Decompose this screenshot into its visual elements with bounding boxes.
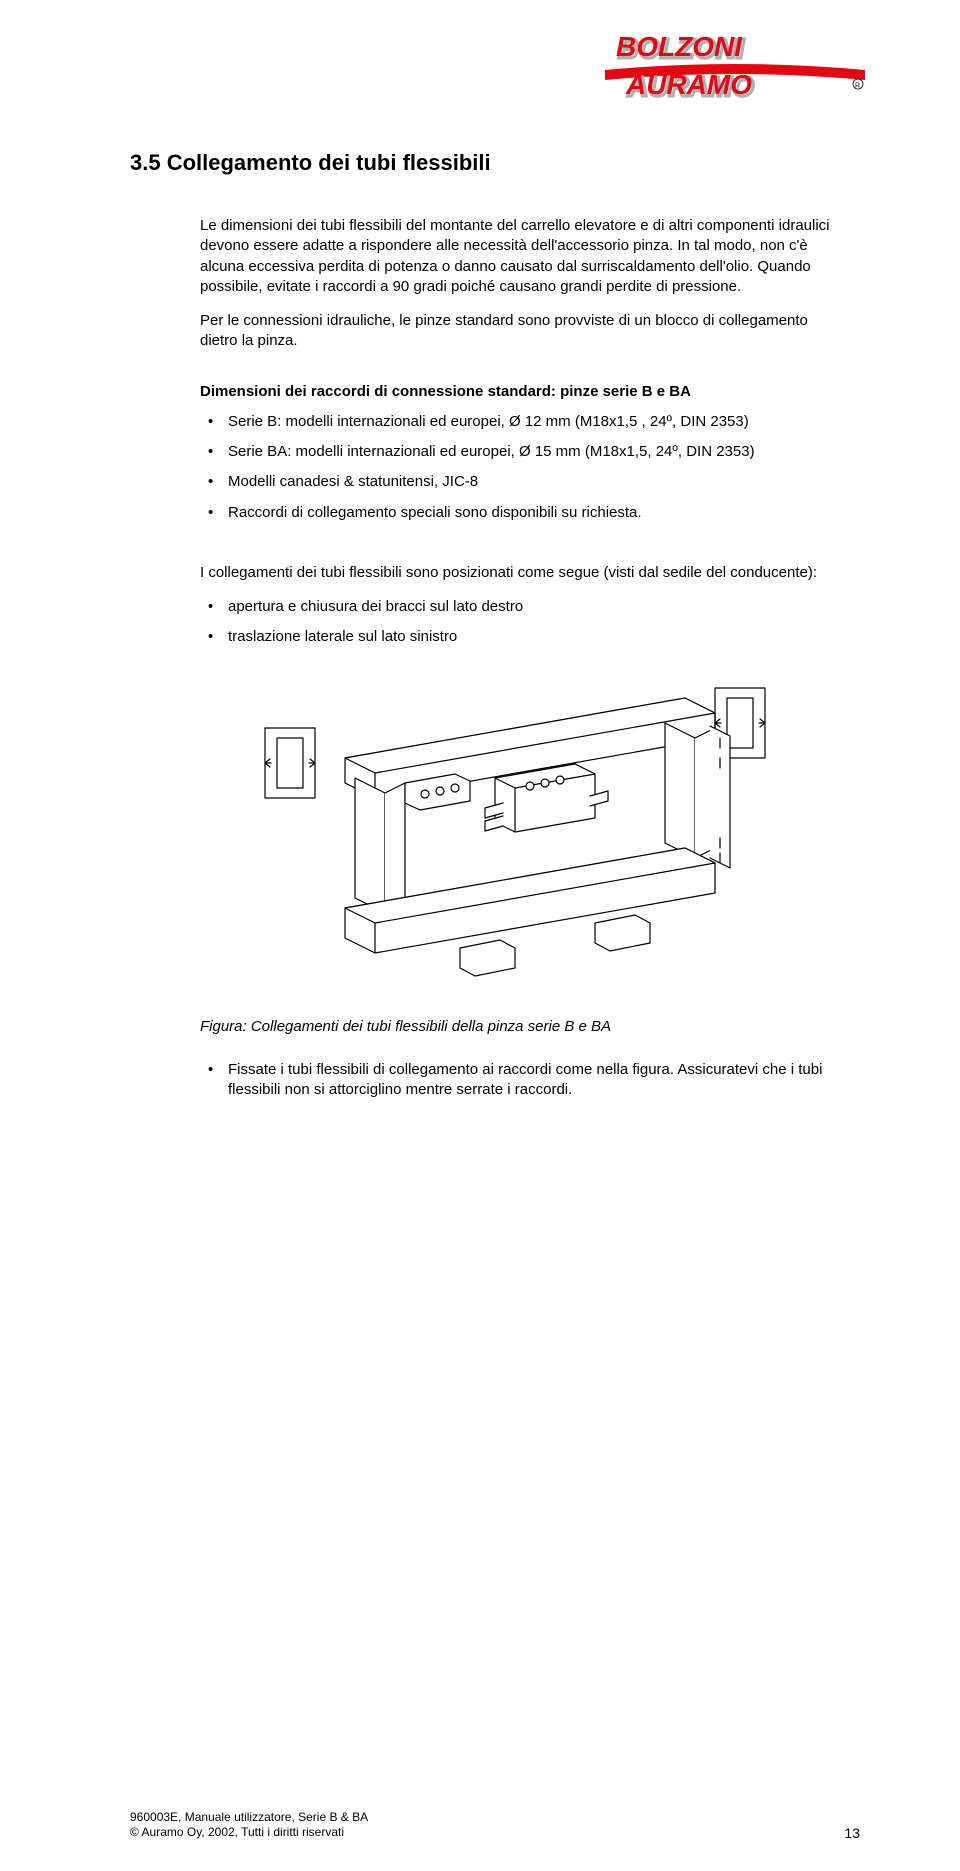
svg-text:R: R — [855, 83, 860, 90]
bullet-list-2: apertura e chiusura dei bracci sul lato … — [200, 597, 830, 648]
list-item: Modelli canadesi & statunitensi, JIC-8 — [200, 472, 830, 492]
page-number: 13 — [844, 1825, 860, 1841]
content-column: Le dimensioni dei tubi flessibili del mo… — [130, 216, 830, 1100]
list-item: Fissate i tubi flessibili di collegament… — [200, 1060, 830, 1101]
list-item: Serie BA: modelli internazionali ed euro… — [200, 442, 830, 462]
section-title: 3.5 Collegamento dei tubi flessibili — [130, 150, 830, 176]
page-footer: 960003E, Manuale utilizzatore, Serie B &… — [130, 1810, 830, 1841]
footer-doc-ref: 960003E, Manuale utilizzatore, Serie B &… — [130, 1810, 830, 1826]
document-page: BOLZONI BOLZONI AURAMO AURAMO R 3.5 Coll… — [0, 0, 960, 1871]
list-item: Serie B: modelli internazionali ed europ… — [200, 412, 830, 432]
footer-left: 960003E, Manuale utilizzatore, Serie B &… — [130, 1810, 830, 1841]
bullet-list-1: Serie B: modelli internazionali ed europ… — [200, 412, 830, 523]
svg-text:BOLZONI: BOLZONI — [616, 31, 743, 62]
list-item: traslazione laterale sul lato sinistro — [200, 627, 830, 647]
paragraph-3: I collegamenti dei tubi flessibili sono … — [200, 563, 830, 583]
clamp-diagram-svg — [245, 668, 785, 988]
list-item: Raccordi di collegamento speciali sono d… — [200, 503, 830, 523]
bullet-list-3: Fissate i tubi flessibili di collegament… — [200, 1060, 830, 1101]
svg-text:AURAMO: AURAMO — [625, 69, 752, 100]
footer-copyright: © Auramo Oy, 2002, Tutti i diritti riser… — [130, 1825, 830, 1841]
list-item: apertura e chiusura dei bracci sul lato … — [200, 597, 830, 617]
page-header: BOLZONI BOLZONI AURAMO AURAMO R — [130, 30, 870, 100]
figure-caption: Figura: Collegamenti dei tubi flessibili… — [200, 1018, 830, 1035]
bolzoni-auramo-logo: BOLZONI BOLZONI AURAMO AURAMO R — [600, 30, 870, 100]
paragraph-1: Le dimensioni dei tubi flessibili del mo… — [200, 216, 830, 297]
technical-figure — [200, 668, 830, 993]
subheading-dimensions: Dimensioni dei raccordi di connessione s… — [200, 382, 830, 402]
paragraph-2: Per le connessioni idrauliche, le pinze … — [200, 311, 830, 352]
